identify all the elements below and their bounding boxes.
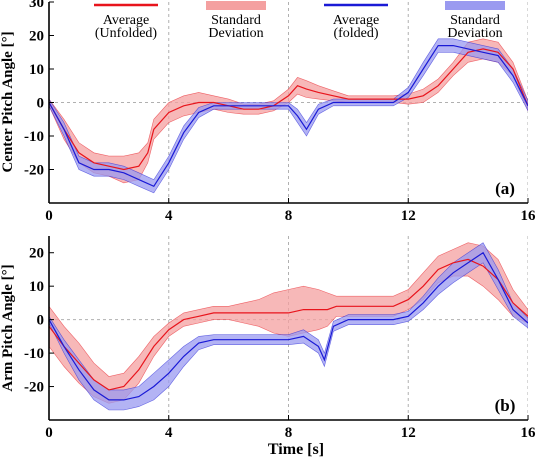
y-tick-label: 20 [29,29,44,45]
y-tick-label: -20 [24,163,44,179]
y-tick-label: -10 [24,346,44,362]
sd-band-unfolded [49,242,528,404]
legend: Average(Unfolded)StandardDeviationAverag… [94,1,505,41]
mean-line-folded [49,251,528,401]
y-tick-label: 10 [29,62,44,78]
legend-label-line1: Standard [211,13,261,28]
mean-line-unfolded [49,48,528,171]
y-axis-label: Center Pitch Angle [°] [0,31,16,172]
mean-line-unfolded [49,258,528,391]
mean-line-folded [49,44,528,188]
legend-swatch-band [206,1,266,10]
legend-label-line2: (folded) [333,26,378,41]
panel-label: (b) [495,396,516,415]
y-tick-label: 30 [29,0,44,11]
panel-a: -20 -10 0 10 20 30 0 4 8 12 16 Center Pitch Angle [… [0,0,536,224]
x-tick-label: 4 [165,425,173,441]
legend-label-line2: Deviation [447,26,502,41]
legend-label-line1: Average [103,13,149,28]
x-tick-label: 16 [521,425,537,441]
x-tick-label: 8 [285,208,293,224]
x-tick-label: 12 [401,208,416,224]
x-axis-label: Time [s] [268,441,324,458]
y-tick-label: -10 [24,129,44,145]
x-tick-label: 16 [521,208,537,224]
y-tick-label: 0 [37,313,45,329]
x-tick-label: 4 [165,208,173,224]
legend-label-line2: (Unfolded) [95,26,158,41]
x-tick-label: 0 [45,208,53,224]
x-tick-label: 12 [401,425,416,441]
x-tick-label: 0 [45,425,53,441]
y-tick-label: -20 [24,380,44,396]
legend-label-line1: Standard [450,13,500,28]
x-tick-label: 8 [285,425,293,441]
legend-swatch-band [445,1,505,10]
legend-label-line2: Deviation [208,26,263,41]
y-axis-label: Arm Pitch Angle [°] [0,264,16,391]
plot-area [49,236,528,420]
y-tick-label: 0 [37,96,45,112]
sd-band-folded [49,38,528,194]
plot-area [49,2,528,203]
y-tick-label: 20 [29,246,44,262]
sd-band-folded [49,242,528,411]
panel-label: (a) [495,179,515,198]
panel-b: -20 -10 0 10 20 0 4 8 12 16 Arm Pitch Angle [°] (b) [0,236,536,441]
legend-label-line1: Average [333,13,379,28]
y-tick-label: 10 [29,279,44,295]
